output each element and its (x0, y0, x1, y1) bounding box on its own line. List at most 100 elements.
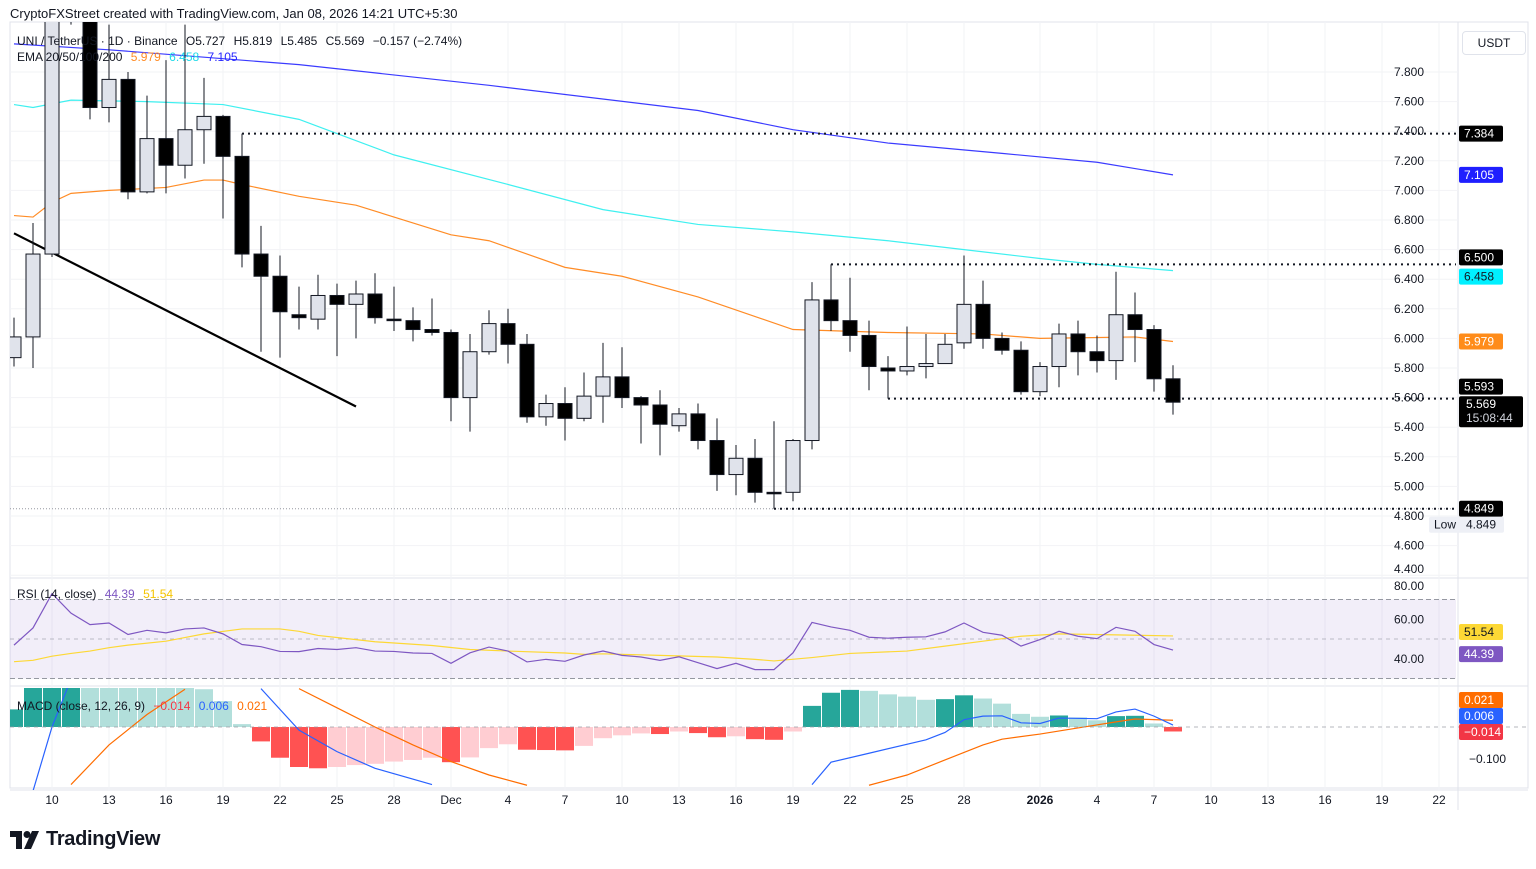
symbol-name[interactable]: UNI / TetherUS · 1D · Binance (17, 34, 178, 48)
tradingview-logo[interactable]: TradingView (10, 828, 160, 851)
candle[interactable] (823, 264, 839, 331)
rsi-legend[interactable]: RSI (14, close) 44.39 51.54 (17, 587, 178, 601)
candle-body (196, 115, 212, 131)
time-axis-label: 7 (1151, 793, 1158, 807)
candle[interactable] (386, 286, 402, 331)
macd-line-value: 0.006 (198, 699, 229, 713)
candle[interactable] (25, 222, 41, 368)
candle[interactable] (405, 307, 421, 342)
price-axis-label: 5.800 (1394, 361, 1424, 375)
candle[interactable] (215, 114, 231, 219)
macd-histogram-bar (10, 709, 23, 727)
candle[interactable] (975, 280, 991, 349)
macd-histogram-bar (385, 727, 403, 762)
candle[interactable] (7, 317, 22, 367)
currency-button[interactable]: USDT (1462, 31, 1526, 55)
candle-body (595, 376, 611, 397)
candle[interactable] (82, 0, 98, 120)
macd-histogram-bar (632, 727, 650, 734)
candle[interactable] (310, 274, 326, 330)
macd-histogram-bar (917, 699, 935, 727)
candle[interactable] (101, 24, 117, 123)
candle[interactable] (1108, 271, 1124, 380)
candle[interactable] (918, 333, 934, 379)
candle[interactable] (481, 310, 497, 355)
candle[interactable] (177, 24, 193, 179)
candle[interactable] (538, 394, 554, 426)
candle[interactable] (899, 326, 915, 376)
price-axis-label: 6.800 (1394, 213, 1424, 227)
price-badge: 7.384 (1459, 125, 1503, 142)
price-badge-text: 5.979 (1464, 335, 1494, 349)
macd-pane[interactable] (5, 673, 1182, 791)
candle[interactable] (652, 390, 668, 456)
candle[interactable] (234, 133, 250, 268)
last-price-value: 5.569 (1466, 397, 1496, 411)
time-axis-label: 19 (1375, 793, 1389, 807)
candle[interactable] (804, 282, 820, 450)
candle[interactable] (329, 283, 345, 357)
candle[interactable] (557, 387, 573, 441)
candle[interactable] (576, 372, 592, 422)
trendline[interactable] (13, 232, 357, 408)
macd-histogram-bar (575, 727, 593, 746)
candle[interactable] (1051, 323, 1067, 388)
macd-badge-bg (1459, 724, 1503, 740)
candle[interactable] (728, 444, 744, 496)
tradingview-logo-text: TradingView (46, 828, 161, 850)
candle[interactable] (139, 95, 155, 194)
price-pane[interactable] (7, 0, 1458, 510)
candle[interactable] (348, 280, 364, 339)
candle[interactable] (462, 333, 478, 432)
candle[interactable] (766, 421, 782, 509)
candle[interactable] (690, 403, 706, 450)
candle[interactable] (937, 333, 953, 365)
candle[interactable] (1146, 325, 1162, 392)
candle[interactable] (367, 273, 383, 324)
rsi-pane[interactable] (10, 592, 1458, 679)
candle[interactable] (519, 333, 535, 423)
macd-histogram-bar (651, 727, 669, 735)
candle[interactable] (158, 60, 174, 194)
macd-legend[interactable]: MACD (close, 12, 26, 9) −0.014 0.006 0.0… (17, 699, 272, 713)
candle[interactable] (272, 255, 288, 358)
candle[interactable] (120, 72, 136, 200)
candle[interactable] (709, 418, 725, 491)
macd-signal-line (70, 688, 186, 786)
candle-body (994, 337, 1010, 351)
low-marker: Low 4.849 (1429, 516, 1504, 533)
candle[interactable] (1070, 320, 1086, 376)
ohlc-open: O5.727 (185, 34, 226, 48)
candle[interactable] (1013, 341, 1029, 395)
candle[interactable] (1165, 365, 1181, 415)
candle[interactable] (1127, 292, 1143, 363)
macd-histogram-bar (803, 705, 821, 727)
time-axis-label: 25 (900, 793, 914, 807)
candle[interactable] (861, 320, 877, 391)
macd-signal-value: 0.021 (237, 699, 268, 713)
macd-line (811, 708, 1174, 785)
candle[interactable] (595, 342, 611, 423)
candle[interactable] (500, 308, 516, 364)
candle[interactable] (424, 298, 440, 336)
candle[interactable] (291, 286, 307, 330)
candle[interactable] (880, 356, 896, 399)
candle[interactable] (747, 439, 763, 503)
candle[interactable] (842, 277, 858, 352)
candle[interactable] (44, 0, 60, 257)
macd-histogram-bar (879, 694, 897, 727)
candle[interactable] (196, 77, 212, 164)
candle[interactable] (633, 396, 649, 444)
candle[interactable] (1089, 335, 1105, 373)
candle[interactable] (956, 255, 972, 349)
candle[interactable] (1032, 362, 1048, 397)
candle[interactable] (253, 225, 269, 352)
candle[interactable] (671, 407, 687, 432)
ema-legend[interactable]: EMA 20/50/100/200 5.979 6.458 7.105 (17, 50, 243, 64)
candle[interactable] (785, 439, 801, 502)
time-axis-label: 22 (843, 793, 857, 807)
candle[interactable] (614, 347, 630, 408)
candle[interactable] (994, 332, 1010, 355)
candle[interactable] (443, 329, 459, 422)
